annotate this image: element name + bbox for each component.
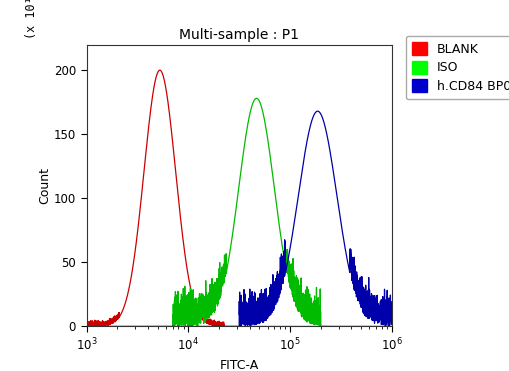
BLANK <box>157 68 163 72</box>
h.CD84 BP061 <box>380 295 386 299</box>
BLANK <box>212 320 218 324</box>
ISO <box>380 324 386 329</box>
h.CD84 BP061 <box>212 324 218 329</box>
ISO <box>389 324 395 329</box>
Title: Multi-sample : P1: Multi-sample : P1 <box>179 28 299 42</box>
BLANK <box>229 324 235 329</box>
ISO <box>212 305 218 309</box>
ISO <box>214 292 220 296</box>
ISO <box>229 239 235 243</box>
BLANK <box>364 324 371 329</box>
ISO <box>253 96 260 101</box>
Text: (x 10¹): (x 10¹) <box>25 0 39 39</box>
h.CD84 BP061 <box>214 324 220 329</box>
BLANK <box>83 321 90 326</box>
X-axis label: FITC-A: FITC-A <box>219 359 259 371</box>
ISO <box>364 324 371 329</box>
Line: ISO: ISO <box>87 98 392 326</box>
BLANK <box>389 324 395 329</box>
BLANK <box>380 324 386 329</box>
BLANK <box>214 322 220 326</box>
ISO <box>305 308 312 312</box>
ISO <box>83 324 90 329</box>
h.CD84 BP061 <box>305 132 312 137</box>
Line: h.CD84 BP061: h.CD84 BP061 <box>87 111 392 326</box>
Y-axis label: Count: Count <box>38 167 51 204</box>
h.CD84 BP061 <box>315 109 321 114</box>
h.CD84 BP061 <box>389 321 395 325</box>
h.CD84 BP061 <box>83 324 90 329</box>
Line: BLANK: BLANK <box>87 70 392 326</box>
Legend: BLANK, ISO, h.CD84 BP061: BLANK, ISO, h.CD84 BP061 <box>406 36 509 99</box>
h.CD84 BP061 <box>364 309 371 313</box>
h.CD84 BP061 <box>229 324 235 329</box>
BLANK <box>305 324 312 329</box>
